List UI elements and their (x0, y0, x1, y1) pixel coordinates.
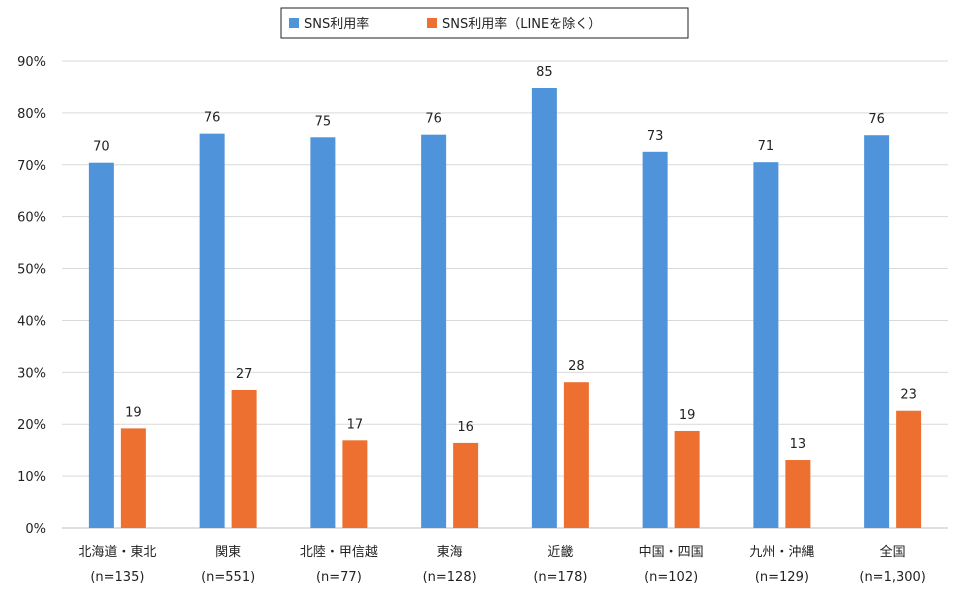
x-tick-sample-size-5: (n=102) (644, 570, 698, 585)
y-axis: 0% 10% 20% 30% 40% 50% 60% 70% 80% 90% (17, 55, 46, 537)
y-tick-label-90: 90% (17, 55, 46, 70)
x-tick-label-7: 全国 (880, 544, 906, 560)
data-label-sns-3: 76 (425, 112, 442, 127)
x-tick-sample-size-2: (n=77) (316, 570, 362, 585)
legend-box (280, 7, 689, 39)
data-label-sns-excl-line-7: 23 (900, 388, 917, 403)
x-tick-label-5: 中国・四国 (639, 545, 704, 560)
y-tick-label-60: 60% (17, 211, 46, 226)
x-tick-label-6: 九州・沖縄 (749, 545, 814, 560)
y-tick-label-0: 0% (25, 522, 46, 537)
bar-sns-2 (310, 137, 336, 528)
bar-sns-6 (753, 162, 779, 528)
gridlines (62, 60, 948, 529)
x-tick-sample-size-3: (n=128) (423, 570, 477, 585)
bar-sns-excl-line-7 (896, 410, 922, 528)
bar-sns-4 (531, 87, 557, 528)
x-axis: 北海道・東北 (n=135) 関東 (n=551) 北陸・甲信越 (n=77) 東海 (n=1… (78, 544, 926, 585)
data-label-sns-7: 76 (868, 112, 885, 127)
data-label-sns-excl-line-2: 17 (347, 417, 364, 432)
data-label-sns-excl-line-3: 16 (457, 420, 474, 435)
legend-swatch-0 (289, 18, 299, 28)
bar-sns-excl-line-0 (120, 428, 146, 528)
bar-sns-7 (864, 135, 890, 528)
y-tick-label-10: 10% (17, 470, 46, 485)
data-label-sns-0: 70 (93, 140, 110, 155)
bars: 70 19 76 27 75 17 76 16 85 28 73 19 71 13 76 23 (88, 65, 922, 529)
x-tick-sample-size-0: (n=135) (90, 570, 144, 585)
x-tick-sample-size-6: (n=129) (755, 570, 809, 585)
x-tick-sample-size-1: (n=551) (201, 570, 255, 585)
data-label-sns-excl-line-6: 13 (790, 437, 807, 452)
data-label-sns-excl-line-5: 19 (679, 408, 696, 423)
bar-sns-excl-line-6 (785, 460, 811, 528)
legend-label-0: SNS利用率 (304, 16, 369, 32)
data-label-sns-6: 71 (758, 139, 775, 154)
data-label-sns-5: 73 (647, 129, 664, 144)
bar-sns-excl-line-3 (453, 442, 479, 528)
bar-sns-1 (199, 133, 225, 528)
y-tick-label-70: 70% (17, 159, 46, 174)
x-tick-sample-size-7: (n=1,300) (859, 570, 926, 585)
y-tick-label-40: 40% (17, 314, 46, 329)
bar-sns-excl-line-4 (563, 382, 589, 528)
data-label-sns-excl-line-0: 19 (125, 405, 142, 420)
data-label-sns-excl-line-4: 28 (568, 359, 585, 374)
bar-sns-excl-line-1 (231, 389, 257, 528)
data-label-sns-excl-line-1: 27 (236, 367, 253, 382)
x-tick-label-4: 近畿 (547, 545, 573, 560)
bar-sns-3 (421, 134, 447, 528)
data-label-sns-1: 76 (204, 111, 221, 126)
legend-label-1: SNS利用率（LINEを除く） (442, 16, 601, 32)
y-tick-label-80: 80% (17, 107, 46, 122)
bar-sns-excl-line-2 (342, 440, 368, 528)
x-tick-label-2: 北陸・甲信越 (300, 544, 378, 560)
data-label-sns-4: 85 (536, 65, 553, 80)
y-tick-label-50: 50% (17, 263, 46, 278)
bar-sns-0 (88, 162, 114, 529)
data-label-sns-2: 75 (315, 114, 332, 129)
x-tick-label-0: 北海道・東北 (78, 544, 156, 560)
legend-swatch-1 (427, 18, 437, 28)
legend: SNS利用率 SNS利用率（LINEを除く） (280, 7, 689, 39)
x-tick-sample-size-4: (n=178) (533, 570, 587, 585)
bar-sns-5 (642, 151, 668, 529)
x-tick-label-3: 東海 (437, 544, 463, 560)
bar-sns-excl-line-5 (674, 430, 700, 528)
y-tick-label-20: 20% (17, 418, 46, 433)
y-tick-label-30: 30% (17, 366, 46, 381)
x-tick-label-1: 関東 (215, 544, 241, 560)
